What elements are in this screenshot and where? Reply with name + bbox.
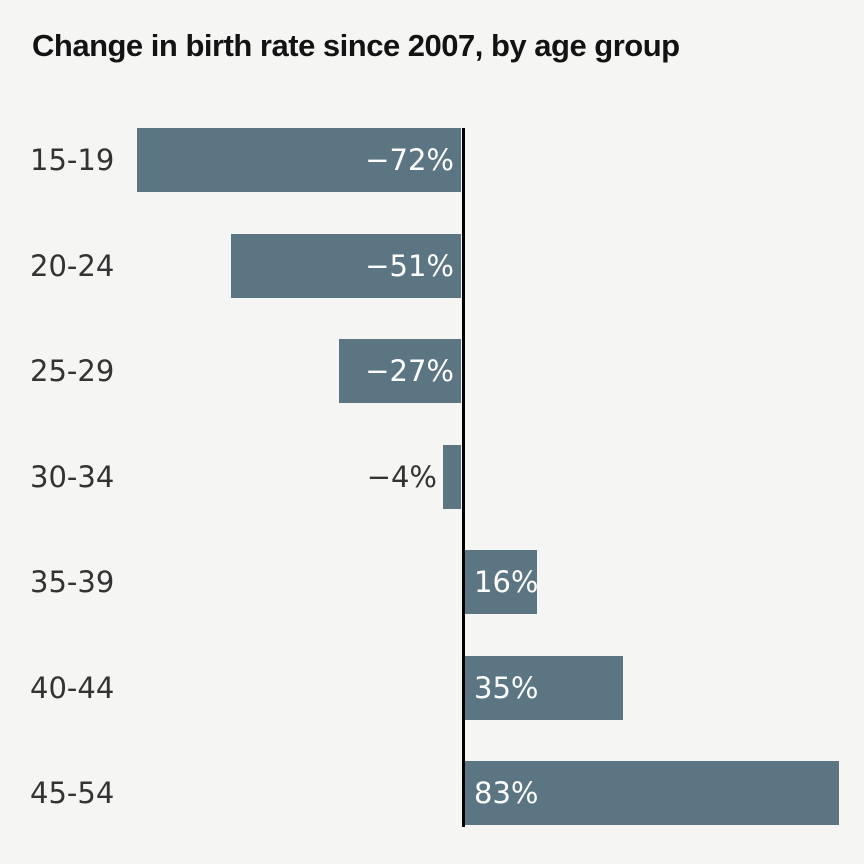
age-group-label: 40-44 (30, 671, 115, 705)
age-group-label: 30-34 (30, 460, 115, 494)
value-label: −72% (365, 143, 454, 177)
bar-15-19 (137, 128, 461, 192)
age-group-label: 25-29 (30, 354, 115, 388)
value-label: 83% (474, 776, 539, 810)
bar-row-20-24: 20-24 −51% (0, 234, 864, 298)
value-label: −4% (366, 460, 437, 494)
bar-20-24 (231, 234, 461, 298)
bar-40-44 (465, 656, 623, 720)
value-label: 35% (474, 671, 539, 705)
zero-baseline-axis (462, 128, 465, 827)
bar-30-34 (443, 445, 461, 509)
bar-row-30-34: 30-34 −4% (0, 445, 864, 509)
chart-title: Change in birth rate since 2007, by age … (32, 28, 680, 63)
age-group-label: 20-24 (30, 249, 115, 283)
value-label: 16% (474, 565, 539, 599)
bar-row-40-44: 40-44 35% (0, 656, 864, 720)
bar-row-45-54: 45-54 83% (0, 761, 864, 825)
value-label: −27% (365, 354, 454, 388)
bar-35-39 (465, 550, 537, 614)
age-group-label: 35-39 (30, 565, 115, 599)
bar-row-15-19: 15-19 −72% (0, 128, 864, 192)
age-group-label: 45-54 (30, 776, 115, 810)
bar-25-29 (339, 339, 461, 403)
chart-area: 15-19 −72% 20-24 −51% 25-29 −27% 30-34 −4% 35-39… (0, 128, 864, 840)
bar-row-35-39: 35-39 16% (0, 550, 864, 614)
value-label: −51% (365, 249, 454, 283)
bar-45-54 (465, 761, 839, 825)
bar-row-25-29: 25-29 −27% (0, 339, 864, 403)
age-group-label: 15-19 (30, 143, 115, 177)
